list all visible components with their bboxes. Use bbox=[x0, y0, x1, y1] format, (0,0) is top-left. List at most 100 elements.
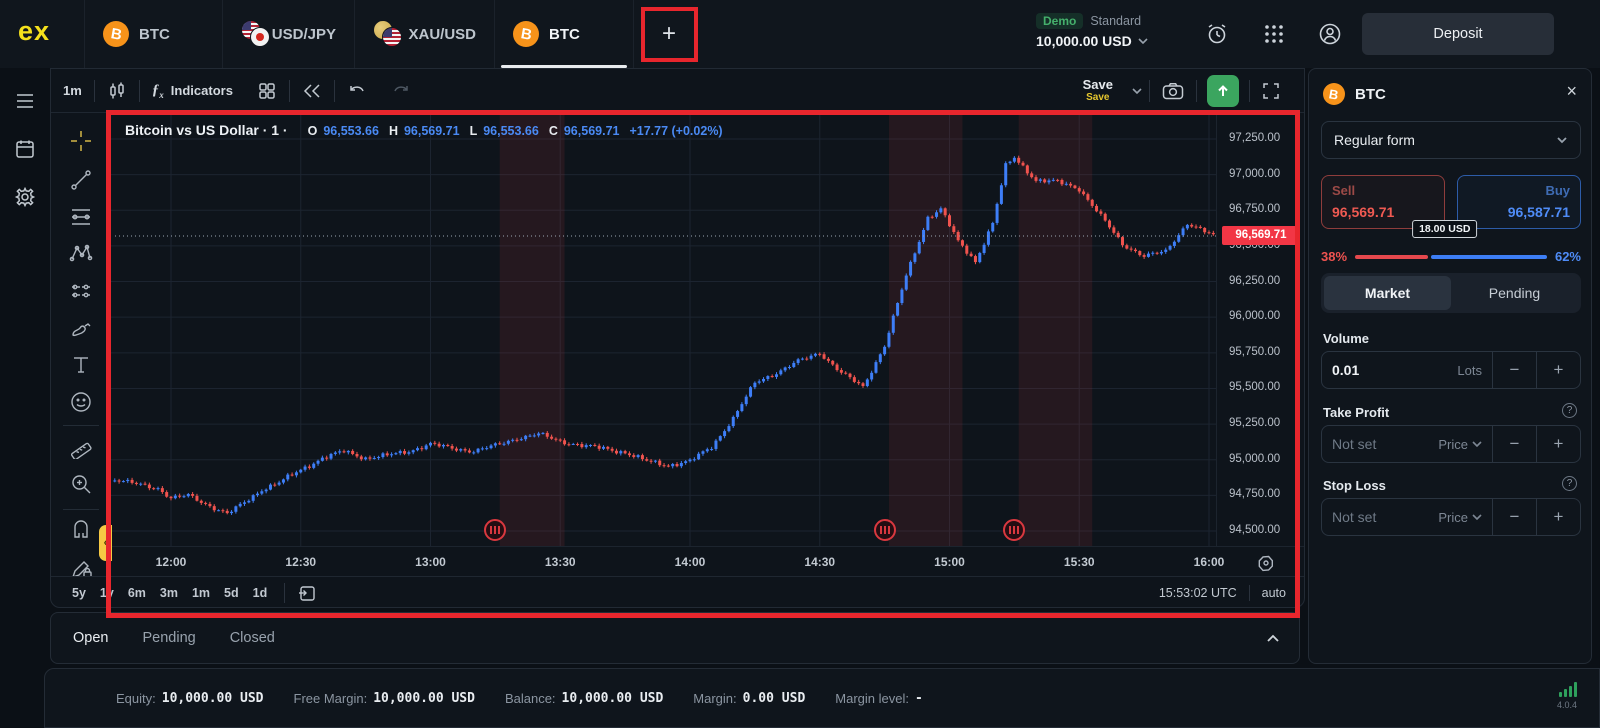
volume-increase-button[interactable]: + bbox=[1536, 352, 1580, 388]
redo-icon[interactable] bbox=[379, 76, 423, 106]
stop-loss-mode-select[interactable]: Price bbox=[1438, 510, 1482, 525]
range-button-1m[interactable]: 1m bbox=[191, 585, 211, 600]
instrument-tab-btc-active[interactable]: B BTC bbox=[494, 0, 634, 68]
publish-idea-button[interactable] bbox=[1207, 74, 1239, 107]
tab-pending[interactable]: Pending bbox=[1488, 285, 1541, 301]
goto-date-icon[interactable] bbox=[284, 582, 317, 603]
zoom-in-tool-icon[interactable] bbox=[69, 472, 93, 496]
stop-loss-field: Not set Price − + bbox=[1321, 498, 1581, 536]
drawing-mode-lock-icon[interactable] bbox=[69, 557, 93, 576]
news-pause-marker-icon[interactable] bbox=[873, 519, 896, 541]
brush-tool-icon[interactable] bbox=[69, 316, 93, 340]
scale-mode-toggle[interactable]: auto bbox=[1261, 585, 1286, 600]
range-button-3m[interactable]: 3m bbox=[159, 585, 178, 600]
tab-market[interactable]: Market bbox=[1324, 276, 1451, 310]
take-profit-help-icon[interactable]: ? bbox=[1562, 403, 1577, 418]
take-profit-increase-button[interactable]: + bbox=[1536, 426, 1580, 462]
buy-button[interactable]: Buy 96,587.71 bbox=[1457, 175, 1581, 229]
watchlist-collapse-handle[interactable]: ‹ bbox=[99, 525, 112, 561]
take-profit-mode-select[interactable]: Price bbox=[1438, 437, 1482, 452]
ohlc-open: 96,553.66 bbox=[323, 124, 379, 138]
add-instrument-button[interactable]: + bbox=[661, 20, 676, 47]
instrument-tab-xauusd[interactable]: XAU/USD bbox=[354, 0, 494, 68]
order-type-tabs: Market Pending bbox=[1321, 273, 1581, 313]
demo-badge: Demo bbox=[1036, 13, 1084, 29]
volume-decrease-button[interactable]: − bbox=[1492, 352, 1536, 388]
positions-tab-open[interactable]: Open bbox=[73, 630, 109, 646]
crosshair-tool-icon[interactable] bbox=[69, 129, 93, 153]
measure-ruler-tool-icon[interactable] bbox=[69, 435, 93, 461]
volume-input[interactable]: 0.01 bbox=[1332, 362, 1360, 378]
positions-tab-pending[interactable]: Pending bbox=[142, 630, 196, 646]
range-button-6m[interactable]: 6m bbox=[127, 585, 146, 600]
price-tick-label: 96,250.00 bbox=[1229, 274, 1281, 287]
time-tick-label: 14:00 bbox=[674, 555, 706, 569]
instrument-tab-usdjpy[interactable]: USD/JPY bbox=[222, 0, 354, 68]
forecast-tool-icon[interactable] bbox=[69, 279, 93, 303]
undo-icon[interactable] bbox=[335, 76, 379, 106]
stop-loss-input[interactable]: Not set bbox=[1332, 509, 1377, 525]
price-tick-label: 94,500.00 bbox=[1229, 524, 1281, 536]
calendar-icon[interactable] bbox=[14, 138, 36, 160]
order-symbol: BTC bbox=[1355, 85, 1386, 103]
chart-clock[interactable]: 15:53:02 UTC bbox=[1158, 585, 1237, 600]
alarm-icon[interactable] bbox=[1205, 22, 1229, 46]
chart-type-candles-icon[interactable] bbox=[95, 76, 139, 106]
layout-grid-icon[interactable] bbox=[245, 76, 289, 106]
range-button-1d[interactable]: 1d bbox=[252, 585, 268, 600]
collapse-panel-icon[interactable] bbox=[1263, 629, 1283, 649]
range-button-5y[interactable]: 5y bbox=[72, 585, 86, 600]
fullscreen-icon[interactable] bbox=[1250, 76, 1292, 106]
indicators-button[interactable]: ƒx Indicators bbox=[151, 81, 233, 100]
range-button-5d[interactable]: 5d bbox=[224, 585, 239, 600]
time-tick-label: 12:30 bbox=[285, 555, 317, 569]
take-profit-input[interactable]: Not set bbox=[1332, 436, 1377, 452]
timeframe-button[interactable]: 1m bbox=[63, 83, 82, 98]
chevron-down-icon bbox=[1557, 137, 1567, 144]
sentiment-bar: 38% 62% bbox=[1321, 249, 1581, 264]
close-icon[interactable]: × bbox=[1566, 81, 1577, 101]
news-pause-marker-icon[interactable] bbox=[1003, 519, 1026, 541]
save-chevron-icon[interactable] bbox=[1125, 76, 1149, 106]
rewind-icon[interactable] bbox=[290, 76, 334, 106]
stop-loss-increase-button[interactable]: + bbox=[1536, 499, 1580, 535]
stop-loss-label: Stop Loss bbox=[1323, 478, 1386, 493]
instrument-tab-btc[interactable]: B BTC bbox=[84, 0, 222, 68]
buy-sentiment-segment bbox=[1430, 254, 1547, 259]
settings-gear-icon[interactable] bbox=[14, 186, 36, 208]
fib-retracement-tool-icon[interactable] bbox=[69, 205, 93, 229]
fx-icon: ƒx bbox=[151, 81, 164, 100]
trend-line-tool-icon[interactable] bbox=[69, 168, 93, 192]
apps-grid-icon[interactable] bbox=[1262, 22, 1286, 46]
instrument-tab-label: BTC bbox=[549, 25, 580, 43]
stop-loss-help-icon[interactable]: ? bbox=[1562, 476, 1577, 491]
volume-field: 0.01 Lots − + bbox=[1321, 351, 1581, 389]
sell-sentiment-pct: 38% bbox=[1321, 249, 1348, 264]
news-pause-marker-icon[interactable] bbox=[484, 519, 507, 541]
btc-icon: B bbox=[103, 21, 129, 47]
stop-loss-decrease-button[interactable]: − bbox=[1492, 499, 1536, 535]
active-tab-underline bbox=[501, 65, 627, 68]
emoji-tool-icon[interactable] bbox=[69, 390, 93, 414]
save-layout-button[interactable]: Save Save bbox=[1082, 76, 1113, 104]
price-axis[interactable]: 96,569.71 97,250.00 97,000.00 96,750.00 96,… bbox=[1216, 113, 1304, 546]
xabcd-pattern-tool-icon[interactable] bbox=[69, 241, 93, 265]
time-axis[interactable]: 12:00 12:30 13:00 13:30 14:00 14:30 15:00 15:30… bbox=[111, 546, 1304, 576]
order-form-type-select[interactable]: Regular form bbox=[1321, 121, 1581, 159]
positions-tab-closed[interactable]: Closed bbox=[229, 630, 275, 646]
account-switcher[interactable]: Demo Standard 10,000.00 USD bbox=[1036, 13, 1172, 49]
magnet-tool-icon[interactable] bbox=[69, 519, 93, 543]
chart-container: 1m ƒx Indicators bbox=[50, 68, 1305, 608]
instruments-list-icon[interactable] bbox=[14, 90, 36, 112]
deposit-button[interactable]: Deposit bbox=[1362, 13, 1554, 55]
screenshot-camera-icon[interactable] bbox=[1150, 76, 1196, 106]
range-button-1y[interactable]: 1y bbox=[99, 585, 114, 600]
top-bar: ex B BTC USD/JPY XAU/USD B BTC + Demo bbox=[0, 0, 1600, 68]
take-profit-field: Not set Price − + bbox=[1321, 425, 1581, 463]
profile-icon[interactable] bbox=[1318, 22, 1342, 46]
axis-settings-icon[interactable] bbox=[1257, 554, 1275, 572]
take-profit-decrease-button[interactable]: − bbox=[1492, 426, 1536, 462]
text-tool-icon[interactable] bbox=[69, 353, 93, 377]
